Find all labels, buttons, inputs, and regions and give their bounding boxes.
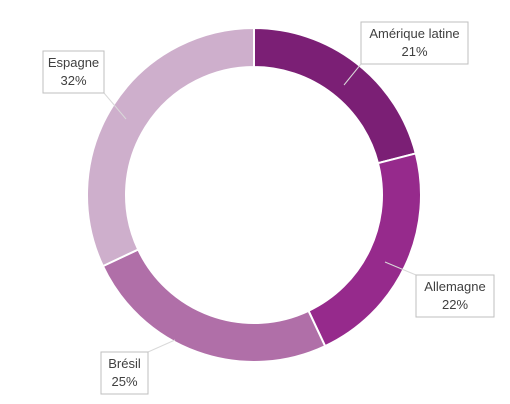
slice-espagne: [86, 26, 255, 268]
data-labels-group: Amérique latine 21% Allemagne 22% Brésil 25% E…: [42, 21, 495, 395]
data-label-category: Amérique latine: [369, 26, 459, 41]
data-label-value: 22%: [442, 297, 468, 312]
data-label-value: 25%: [111, 374, 137, 389]
data-label-box: [42, 50, 105, 94]
data-label-box: [415, 274, 495, 318]
leader-line: [384, 261, 417, 276]
data-label-category: Brésil: [108, 356, 141, 371]
leader-line: [103, 92, 127, 120]
data-label: Espagne 32%: [42, 50, 105, 94]
data-label: Allemagne 22%: [415, 274, 495, 318]
data-label-category: Espagne: [48, 55, 99, 70]
data-label-category: Allemagne: [424, 279, 485, 294]
slice-allemagne: [307, 152, 422, 348]
data-label-box: [360, 21, 469, 65]
data-label-value: 32%: [60, 73, 86, 88]
leader-lines-group: [103, 63, 417, 353]
leader-line: [343, 63, 362, 86]
data-label-box: [100, 351, 149, 395]
slices-group: [86, 26, 422, 363]
slice-br-sil: [101, 248, 327, 363]
data-label: Brésil 25%: [100, 351, 149, 395]
data-label-value: 21%: [401, 44, 427, 59]
leader-line: [147, 339, 176, 353]
data-label: Amérique latine 21%: [360, 21, 469, 65]
